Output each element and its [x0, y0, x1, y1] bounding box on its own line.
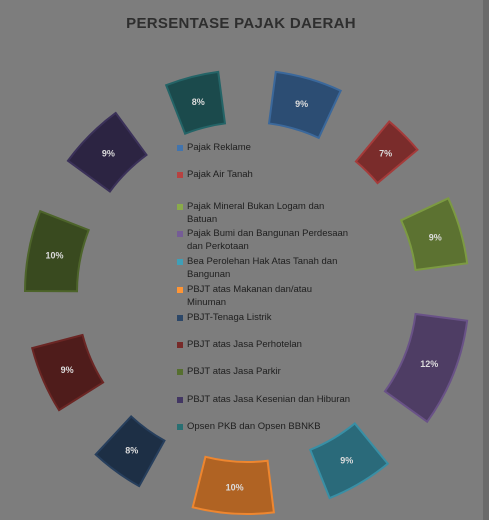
legend-item-8: PBJT atas Jasa Perhotelan [177, 338, 352, 351]
data-label-3: 9% [429, 232, 442, 242]
legend-swatch [177, 368, 183, 375]
legend-swatch [177, 286, 183, 293]
data-label-4: 12% [420, 359, 438, 369]
legend-item-10: PBJT atas Jasa Kesenian dan Hiburan [177, 393, 352, 406]
legend-swatch [177, 396, 183, 403]
legend-item-9: PBJT atas Jasa Parkir [177, 365, 352, 378]
chart-segment-5 [308, 422, 390, 500]
legend-label: Pajak Mineral Bukan Logam dan Batuan [187, 201, 325, 225]
data-label-10: 9% [102, 148, 115, 158]
legend-label: Pajak Bumi dan Bangunan Perdesaan dan Pe… [187, 228, 349, 252]
chart-segment-3 [399, 197, 469, 272]
chart-segment-2 [354, 120, 419, 185]
legend-item-7: PBJT-Tenaga Listrik [177, 311, 352, 324]
legend-label: PBJT atas Jasa Parkir [187, 366, 281, 377]
legend-swatch [177, 144, 183, 151]
legend-swatch [177, 230, 183, 237]
legend-item-5: Bea Perolehan Hak Atas Tanah dan Banguna… [177, 255, 352, 281]
data-label-11: 8% [192, 97, 205, 107]
legend-item-4: Pajak Bumi dan Bangunan Perdesaan dan Pe… [177, 227, 352, 253]
legend-item-3: Pajak Mineral Bukan Logam dan Batuan [177, 200, 352, 226]
chart-segment-8 [30, 333, 105, 412]
legend-swatch [177, 314, 183, 321]
chart-segment-10 [66, 111, 148, 193]
legend-swatch [177, 258, 183, 265]
data-label-8: 9% [61, 365, 74, 375]
legend-swatch [177, 171, 183, 178]
chart-title: PERSENTASE PAJAK DAERAH [126, 15, 356, 32]
legend-label: Opsen PKB dan Opsen BBNKB [187, 421, 321, 432]
chart-segment-6 [191, 455, 275, 515]
legend-swatch [177, 341, 183, 348]
data-label-9: 10% [45, 250, 63, 260]
legend-item-1: Pajak Reklame [177, 141, 352, 154]
chart-segment-7 [94, 415, 166, 488]
legend-label: PBJT atas Makanan dan/atau Minuman [187, 284, 312, 308]
legend-label: Pajak Reklame [187, 142, 251, 153]
chart-segment-1 [267, 70, 342, 140]
data-label-1: 9% [295, 99, 308, 109]
legend-label: Bea Perolehan Hak Atas Tanah dan Banguna… [187, 256, 338, 280]
legend-item-11: Opsen PKB dan Opsen BBNKB [177, 420, 352, 433]
legend-label: PBJT atas Jasa Kesenian dan Hiburan [187, 394, 351, 405]
legend-item-2: Pajak Air Tanah [177, 168, 352, 181]
legend-swatch [177, 423, 183, 430]
legend-label: PBJT-Tenaga Listrik [187, 312, 272, 323]
data-label-7: 8% [125, 446, 138, 456]
data-label-6: 10% [226, 483, 244, 493]
data-label-2: 7% [379, 148, 392, 158]
legend-label: PBJT atas Jasa Perhotelan [187, 339, 302, 350]
chart-segment-4 [383, 312, 469, 424]
data-label-5: 9% [340, 456, 353, 466]
chart-segment-11 [164, 70, 227, 135]
chart-segment-9 [23, 209, 90, 293]
legend-label: Pajak Air Tanah [187, 169, 253, 180]
legend-item-6: PBJT atas Makanan dan/atau Minuman [177, 283, 352, 309]
legend-swatch [177, 203, 183, 210]
